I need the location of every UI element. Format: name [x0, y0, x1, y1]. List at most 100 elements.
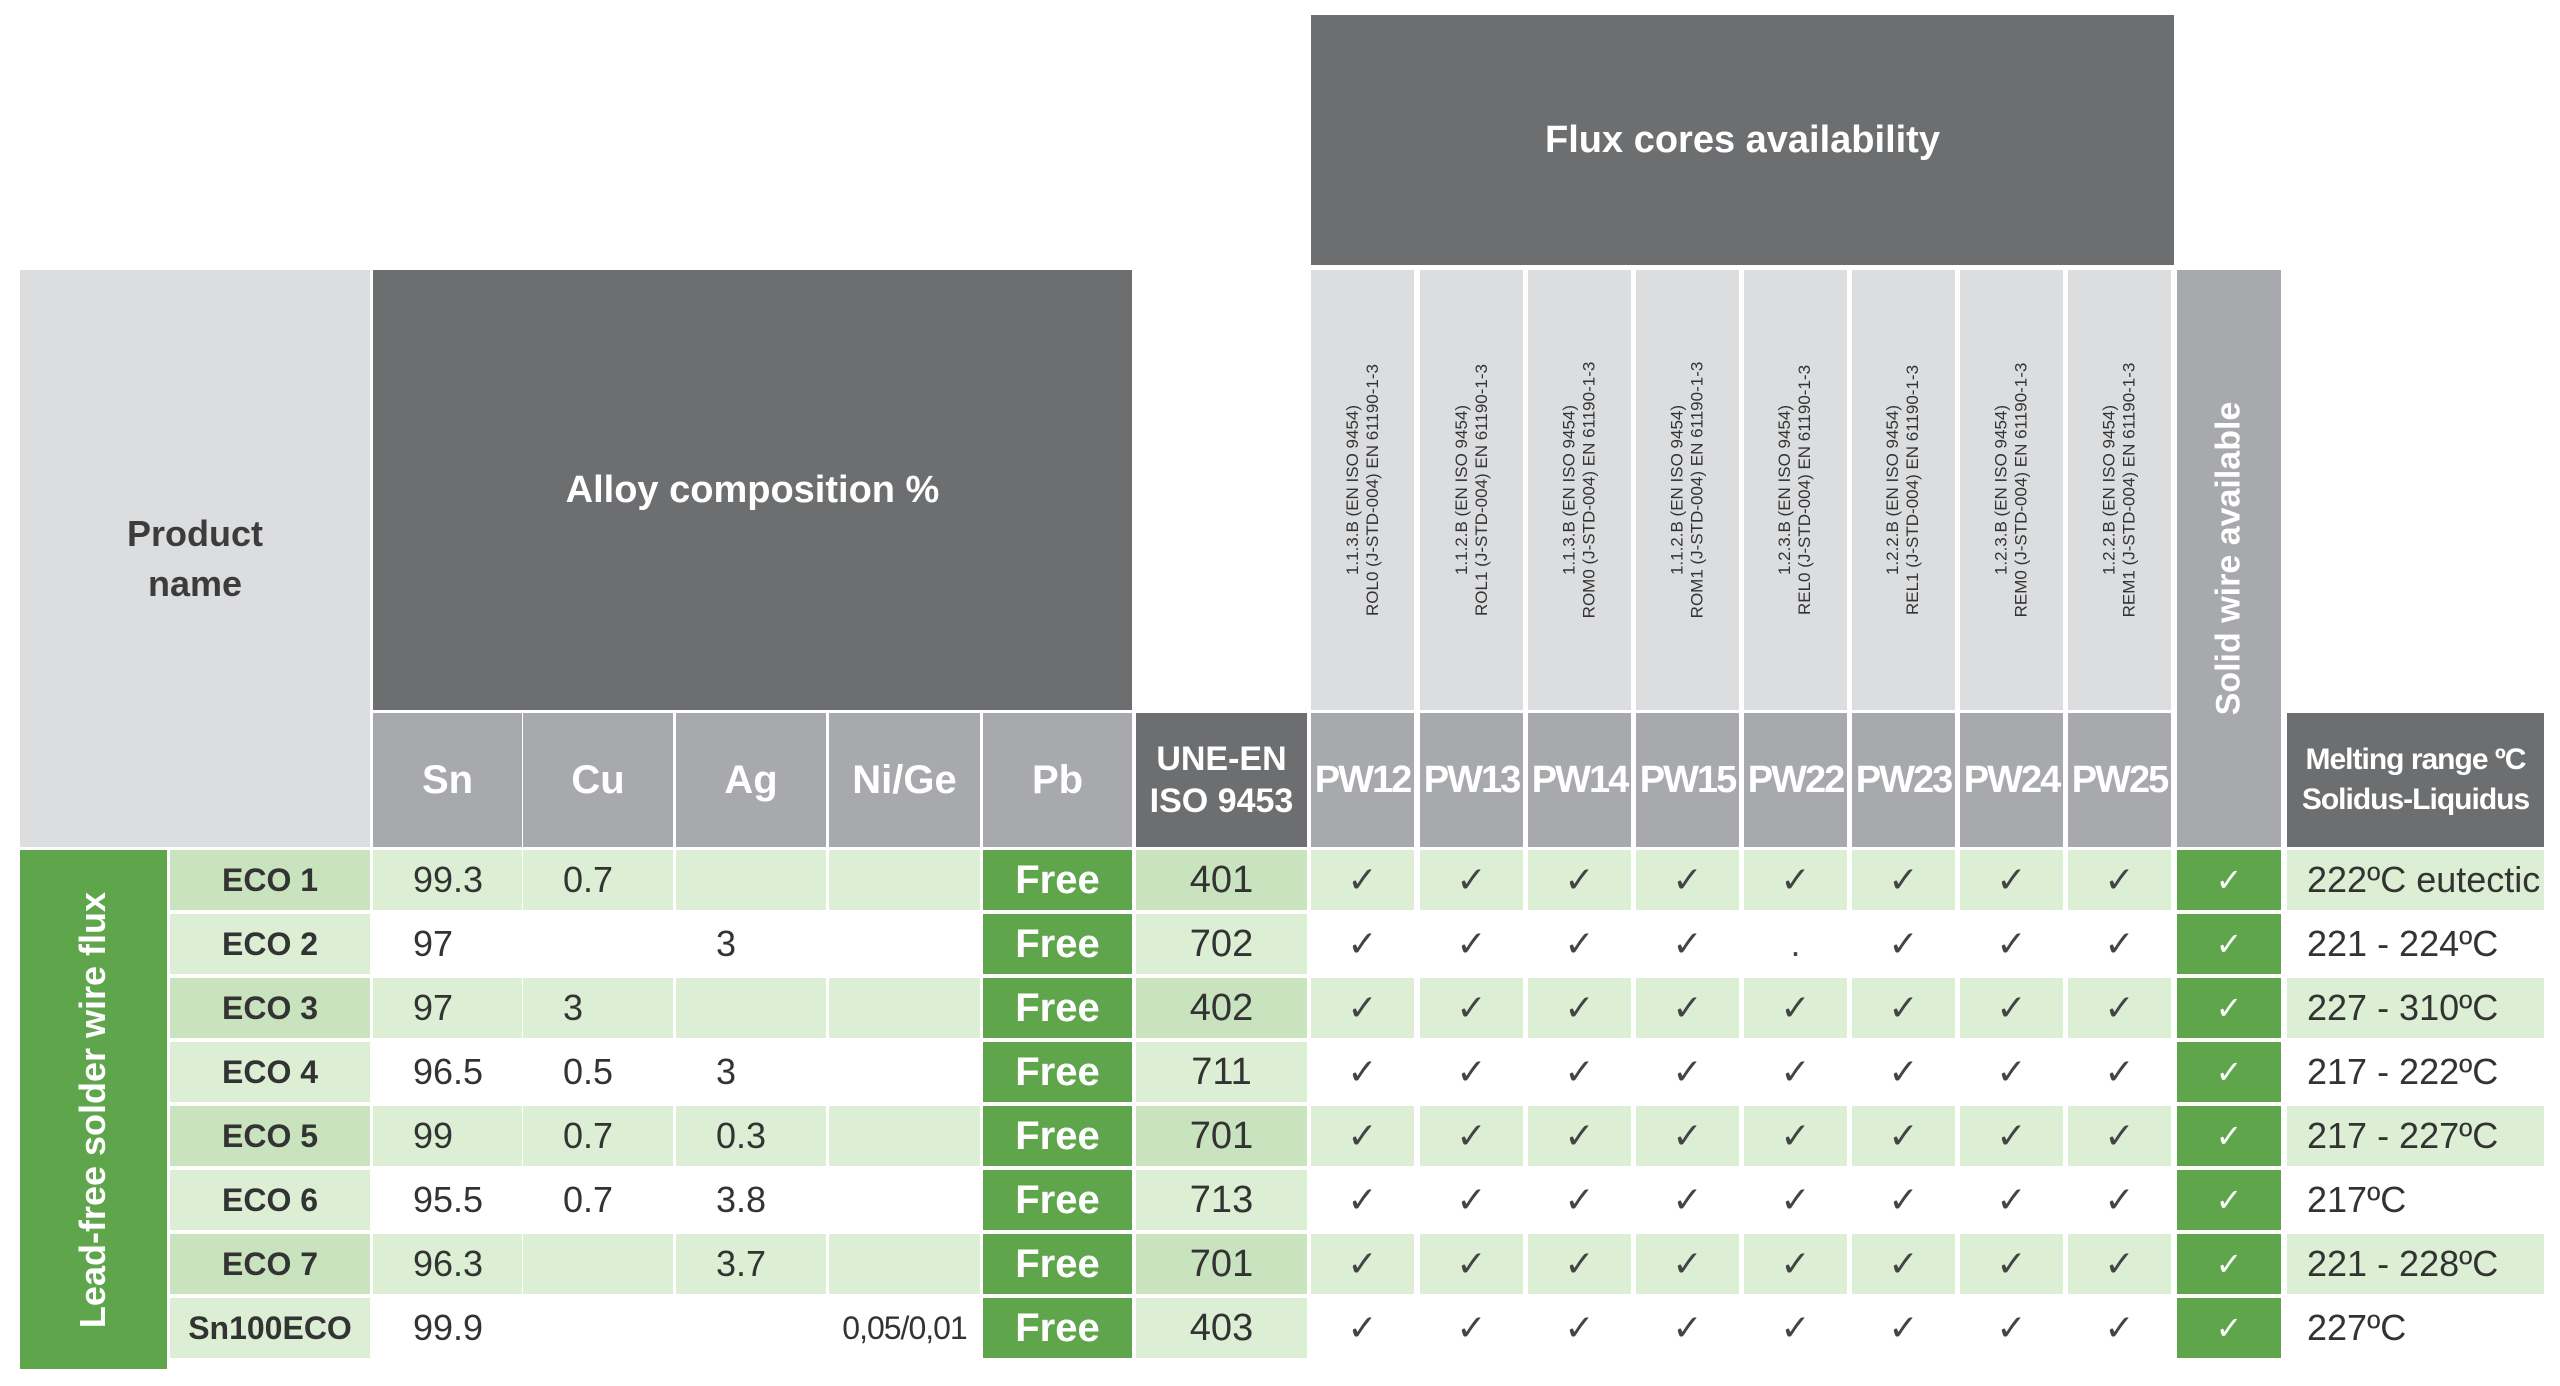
check-icon: ✓: [1996, 1179, 2027, 1220]
pw-availability-cell: ✓: [1528, 978, 1631, 1038]
pw-code-header: PW14: [1528, 713, 1631, 847]
pw-availability-cell: ✓: [2068, 1170, 2171, 1230]
check-icon: ✓: [2104, 1051, 2135, 1092]
pw-standard-header: 1.1.2.B (EN ISO 9454) ROL1 (J-STD-004) EN…: [1420, 270, 1523, 710]
pw-availability-cell: ✓: [1744, 1298, 1847, 1358]
pw-availability-cell: ✓: [1636, 1042, 1739, 1102]
pw-availability-cell: ✓: [1636, 1298, 1739, 1358]
product-name-label-1: Product: [126, 512, 263, 554]
pw-availability-cell: ✓: [1960, 1042, 2063, 1102]
ni-value-cell: [829, 1234, 980, 1294]
product-name-cell: Sn100ECO: [170, 1298, 370, 1358]
sn-value: 97: [413, 923, 454, 964]
ag-value: 3.7: [716, 1243, 767, 1284]
check-icon: ✓: [1888, 1243, 1919, 1284]
pw-standard-text: 1.1.2.B (EN ISO 9454) ROM1 (J-STD-004) EN…: [1668, 362, 1708, 619]
check-icon: ✓: [1780, 1051, 1811, 1092]
iso-value: 702: [1189, 922, 1254, 965]
check-icon: ✓: [1672, 1115, 1703, 1156]
pw-availability-cell: ✓: [2068, 1234, 2171, 1294]
check-icon: ✓: [1456, 1243, 1487, 1284]
ni-value-cell: [829, 978, 980, 1038]
pw-availability-cell: ✓: [1960, 978, 2063, 1038]
pw-availability-cell: ✓: [1960, 1170, 2063, 1230]
cu-value-cell: 0.7: [523, 1106, 673, 1166]
cu-value-cell: [523, 1298, 673, 1358]
melting-range-cell: 217 - 227ºC: [2287, 1106, 2544, 1166]
pw-code-header: PW13: [1420, 713, 1523, 847]
sn-value-cell: 95.5: [373, 1170, 522, 1230]
ag-value-cell: 3.7: [676, 1234, 826, 1294]
check-icon: ✓: [1888, 1115, 1919, 1156]
pw-availability-cell: ✓: [1311, 1170, 1414, 1230]
sn-value: 97: [413, 987, 454, 1028]
pw-availability-cell: ✓: [1852, 978, 1955, 1038]
solid-wire-cell: ✓: [2177, 978, 2281, 1038]
pw-standard-line-2: REM1 (J-STD-004) EN 61190-1-3: [2119, 362, 2139, 618]
pb-value: Free: [1015, 985, 1100, 1030]
check-icon: ✓: [1780, 1307, 1811, 1348]
solid-wire-cell: ✓: [2177, 914, 2281, 974]
check-icon: ✓: [1996, 1307, 2027, 1348]
cu-value: 0.7: [563, 1115, 614, 1156]
check-icon: ✓: [2104, 1243, 2135, 1284]
pw-standard-line-1: 1.1.2.B (EN ISO 9454): [1451, 404, 1471, 576]
iso-value-cell: 401: [1136, 850, 1307, 910]
check-icon: ✓: [1780, 859, 1811, 900]
iso-value: 402: [1189, 986, 1254, 1029]
pw-availability-cell: ✓: [1744, 978, 1847, 1038]
sn-value: 99: [413, 1115, 454, 1156]
ni-value-cell: [829, 1106, 980, 1166]
check-icon: ✓: [1888, 1179, 1919, 1220]
solid-wire-header: Solid wire available: [2177, 270, 2281, 847]
alloy-composition-header: Alloy composition %: [373, 270, 1132, 710]
melting-range-value: 227 - 310ºC: [2307, 987, 2499, 1028]
solid-wire-cell: ✓: [2177, 850, 2281, 910]
pw-availability-cell: ✓: [2068, 1298, 2171, 1358]
sn-value-cell: 99.3: [373, 850, 522, 910]
check-icon: ✓: [2215, 926, 2243, 962]
melting-range-cell: 217ºC: [2287, 1170, 2544, 1230]
pw-availability-cell: ✓: [1852, 1170, 1955, 1230]
pw-standard-line-2: ROM1 (J-STD-004) EN 61190-1-3: [1687, 361, 1707, 619]
melting-range-cell: 227ºC: [2287, 1298, 2544, 1358]
pw-availability-cell: ✓: [1528, 1042, 1631, 1102]
pw-code-label: PW12: [1314, 758, 1412, 801]
ag-value-cell: 0.3: [676, 1106, 826, 1166]
check-icon: ✓: [2215, 862, 2243, 898]
pw-standard-header: 1.2.3.B (EN ISO 9454) REL0 (J-STD-004) EN…: [1744, 270, 1847, 710]
pw-standard-text: 1.2.3.B (EN ISO 9454) REM0 (J-STD-004) EN…: [1992, 363, 2032, 618]
pw-availability-cell: ✓: [1636, 914, 1739, 974]
pw-availability-cell: ✓: [2068, 978, 2171, 1038]
melting-range-value: 217 - 222ºC: [2307, 1051, 2499, 1092]
flux-cores-label: Flux cores availability: [1545, 118, 1940, 161]
check-icon: ✓: [1564, 1115, 1595, 1156]
pw-standard-line-1: 1.1.3.B (EN ISO 9454): [1559, 404, 1579, 576]
product-name-cell: ECO 4: [170, 1042, 370, 1102]
pw-availability-cell: ✓: [1528, 1234, 1631, 1294]
pb-free-badge: Free: [983, 978, 1132, 1038]
check-icon: ✓: [1672, 1307, 1703, 1348]
pw-availability-cell: ✓: [1420, 914, 1523, 974]
pw-availability-cell: ✓: [1636, 1106, 1739, 1166]
element-header-label: Sn: [421, 757, 474, 802]
solid-wire-cell: ✓: [2177, 1234, 2281, 1294]
iso-value: 701: [1189, 1242, 1254, 1285]
sn-value-cell: 97: [373, 914, 522, 974]
iso-value: 713: [1189, 1178, 1254, 1221]
ni-value-cell: [829, 914, 980, 974]
check-icon: ✓: [1347, 923, 1378, 964]
check-icon: ✓: [1888, 1307, 1919, 1348]
pw-availability-cell: ✓: [2068, 1106, 2171, 1166]
melting-range-cell: 221 - 228ºC: [2287, 1234, 2544, 1294]
solid-wire-cell: ✓: [2177, 1042, 2281, 1102]
sn-value: 99.9: [413, 1307, 484, 1348]
pb-free-badge: Free: [983, 1042, 1132, 1102]
ni-value: 0,05/0,01: [842, 1309, 967, 1346]
pw-code-label: PW22: [1747, 758, 1845, 801]
pw-availability-cell: ✓: [1311, 1234, 1414, 1294]
pw-availability-cell: ✓: [1852, 1106, 1955, 1166]
check-icon: ✓: [1564, 1051, 1595, 1092]
cu-value-cell: [523, 1234, 673, 1294]
pw-availability-cell: ✓: [2068, 1042, 2171, 1102]
